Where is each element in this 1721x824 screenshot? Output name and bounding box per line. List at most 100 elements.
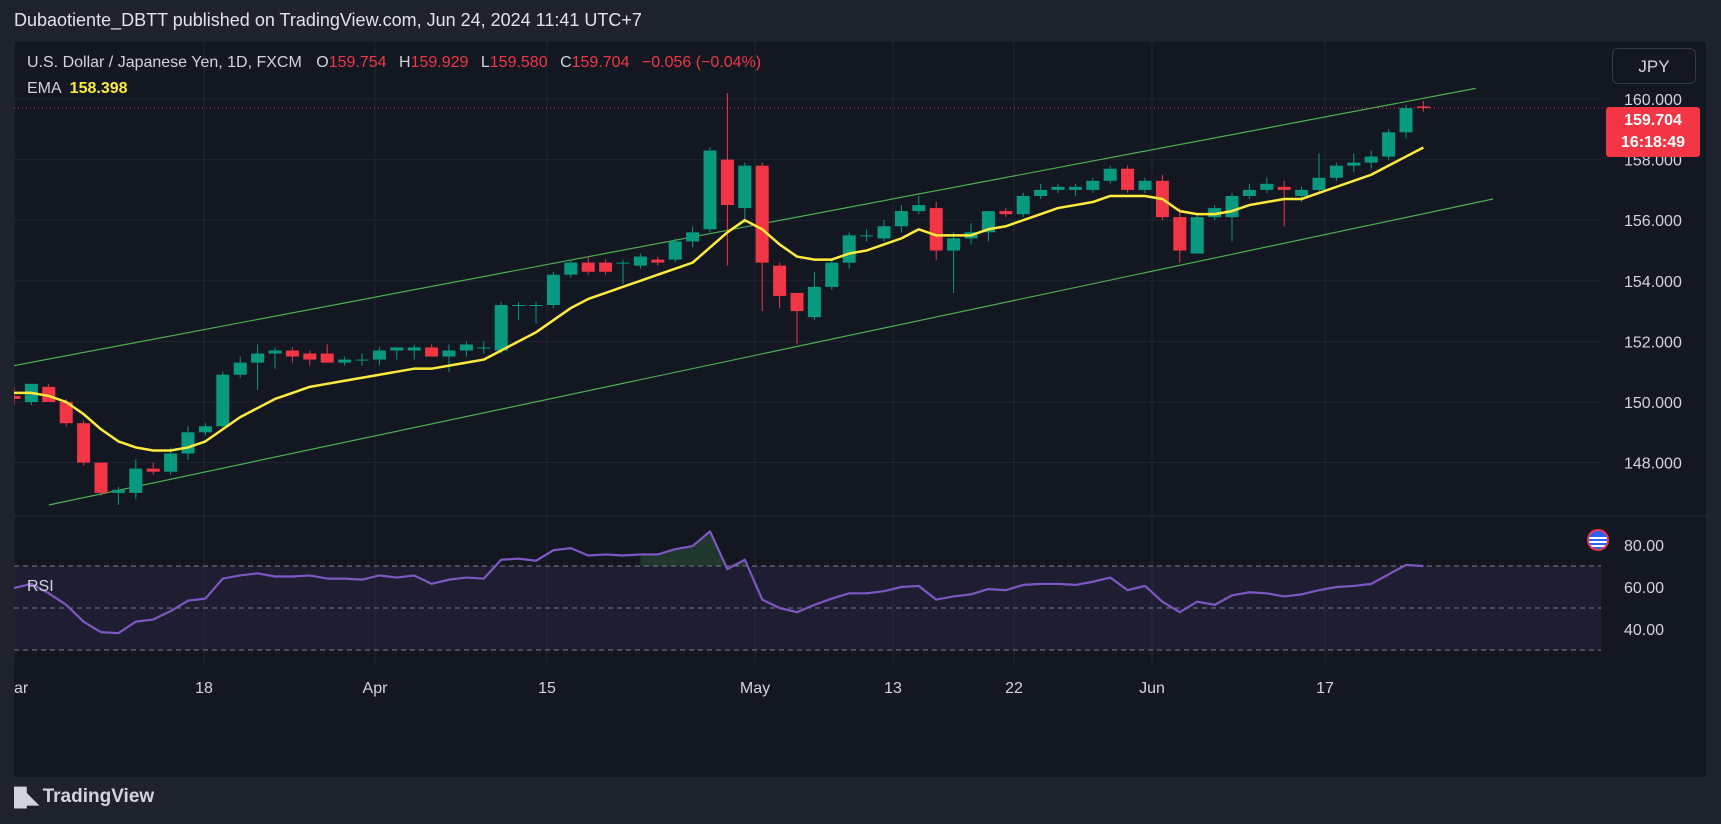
candle-body xyxy=(1416,106,1430,108)
candle-body xyxy=(564,262,578,275)
price-axis-label: 154.000 xyxy=(1624,274,1682,291)
candle-body xyxy=(894,211,908,227)
ema-label: EMA xyxy=(27,80,62,97)
candle-body xyxy=(1242,189,1256,196)
candle-body xyxy=(1260,183,1274,190)
symbol-legend: U.S. Dollar / Japanese Yen, 1D, FXCM O15… xyxy=(27,54,761,72)
rsi-line xyxy=(14,530,1424,635)
chart-panel[interactable]: 160.000 158.000 156.000 154.000 152.000 150.0… xyxy=(14,42,1706,777)
candle-body xyxy=(1364,156,1378,163)
candle-body xyxy=(825,262,839,287)
brand-name: TradingView xyxy=(42,786,155,807)
candle-body xyxy=(146,468,160,472)
footer-brand[interactable]: █◣ TradingView xyxy=(14,786,154,808)
candle-body xyxy=(216,374,230,427)
candle-body xyxy=(1190,217,1204,254)
us-flag-icon[interactable] xyxy=(1587,529,1609,551)
candle-body xyxy=(651,259,665,263)
candle-body xyxy=(546,274,560,306)
time-axis-label: 17 xyxy=(1316,680,1334,697)
candle-body xyxy=(1103,168,1117,181)
tradingview-logo-icon: █◣ xyxy=(14,786,39,807)
candle-body xyxy=(581,262,595,272)
candle-body xyxy=(355,359,369,361)
candle-body xyxy=(198,426,212,433)
rsi-label: RSI xyxy=(27,578,54,595)
candle-body xyxy=(1312,177,1326,190)
candle-body xyxy=(1277,186,1291,190)
candle-body xyxy=(1347,162,1361,166)
candle-body xyxy=(425,347,439,357)
candle-body xyxy=(390,347,404,351)
candle-body xyxy=(303,353,317,360)
candle-body xyxy=(1068,186,1082,190)
symbol-name: U.S. Dollar / Japanese Yen, 1D, FXCM xyxy=(27,54,302,71)
candle-body xyxy=(738,165,752,209)
price-axis-label: 148.000 xyxy=(1624,456,1682,473)
candle-body xyxy=(129,468,143,493)
candle-body xyxy=(512,305,526,307)
candle-body xyxy=(1208,208,1222,218)
candle-body xyxy=(755,165,769,263)
price-chart-svg[interactable]: 160.000158.000156.000154.000152.000150.0… xyxy=(14,42,1706,777)
time-axis-label: ar xyxy=(14,680,29,697)
currency-button[interactable]: JPY xyxy=(1612,48,1696,84)
candle-body xyxy=(1121,168,1135,190)
candle-body xyxy=(686,232,700,242)
rsi-overbought-fill xyxy=(640,531,745,566)
close-value: 159.704 xyxy=(571,54,630,71)
candle-body xyxy=(77,423,91,463)
time-axis-label: 13 xyxy=(884,680,902,697)
candle-body xyxy=(164,453,178,472)
time-axis-label: 15 xyxy=(538,680,556,697)
candle-body xyxy=(442,350,456,357)
candle-body xyxy=(1329,165,1343,178)
candle-body xyxy=(1034,189,1048,196)
candle-body xyxy=(233,362,247,375)
candle-body xyxy=(981,211,995,233)
time-axis-label: May xyxy=(740,680,770,697)
low-label: L xyxy=(480,54,490,71)
candle-body xyxy=(947,238,961,251)
candle-body xyxy=(929,208,943,251)
candle-body xyxy=(912,205,926,212)
candle-body xyxy=(860,235,874,237)
candle-body xyxy=(251,353,265,363)
candle-body xyxy=(877,226,891,239)
candle-body xyxy=(111,489,125,493)
ema-line xyxy=(14,146,1424,452)
candle-body xyxy=(999,211,1013,215)
candle-body xyxy=(529,305,543,307)
candle-body xyxy=(807,286,821,318)
candle-body xyxy=(494,305,508,351)
time-axis-label: Jun xyxy=(1139,680,1165,697)
candle-body xyxy=(59,402,73,424)
close-label: C xyxy=(560,54,572,71)
candle-body xyxy=(477,347,491,349)
rsi-axis-label: 60.00 xyxy=(1624,580,1664,597)
candle-body xyxy=(285,350,299,357)
candle-body xyxy=(1051,186,1065,190)
rsi-axis-label: 40.00 xyxy=(1624,622,1664,639)
publisher-line: Dubaotiente_DBTT published on TradingVie… xyxy=(14,10,642,30)
candle-body xyxy=(1295,189,1309,196)
candle-body xyxy=(338,359,352,363)
candle-body xyxy=(268,350,282,354)
candle-body xyxy=(720,159,734,206)
candle-body xyxy=(181,432,195,454)
ema-legend: EMA 158.398 xyxy=(27,80,128,98)
price-axis-label: 156.000 xyxy=(1624,213,1682,230)
candle-body xyxy=(14,395,21,399)
candle-body xyxy=(1382,132,1396,157)
candle-body xyxy=(703,150,717,230)
candle-body xyxy=(320,353,334,363)
time-axis-label: 22 xyxy=(1005,680,1023,697)
price-axis-label: 150.000 xyxy=(1624,395,1682,412)
price-axis-label: 160.000 xyxy=(1624,92,1682,109)
candle-body xyxy=(790,292,804,312)
candle-body xyxy=(842,235,856,263)
candle-body xyxy=(668,241,682,260)
candle-body xyxy=(372,350,386,360)
low-value: 159.580 xyxy=(489,54,548,71)
price-axis-label: 152.000 xyxy=(1624,334,1682,351)
